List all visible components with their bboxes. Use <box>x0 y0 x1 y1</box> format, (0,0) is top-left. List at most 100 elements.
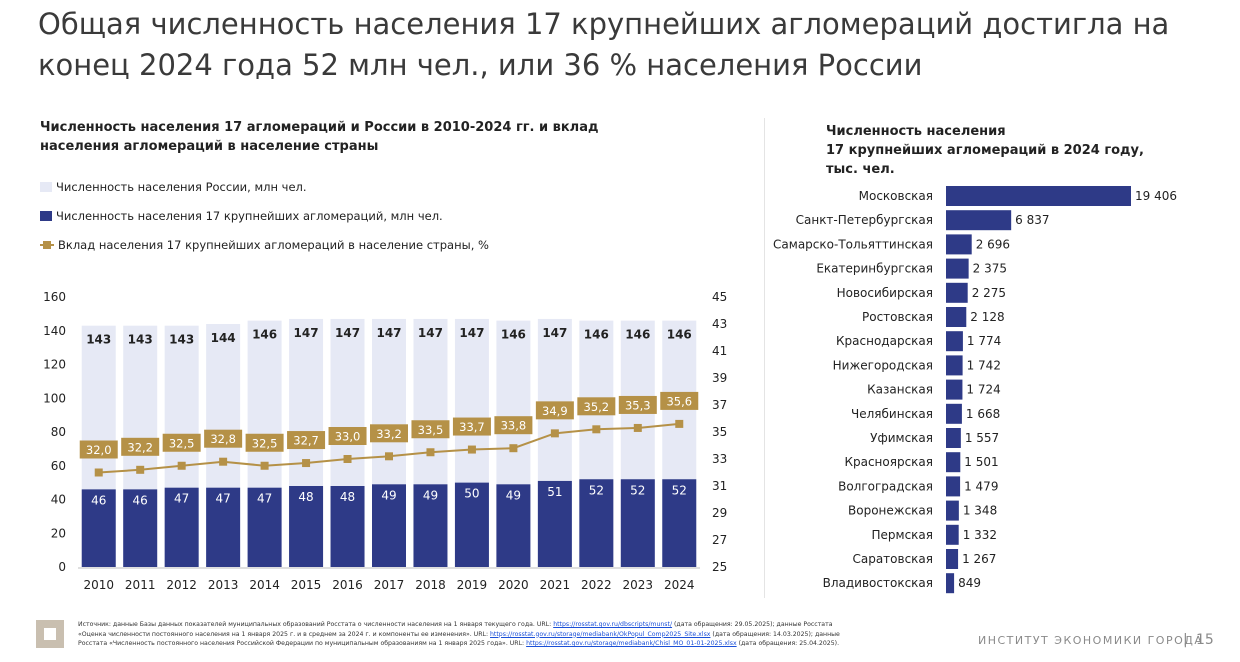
bar-agglomerations-label-2024: 52 <box>672 483 687 497</box>
x-tick-label: 2019 <box>457 578 488 592</box>
hbar-Новосибирская <box>946 282 968 303</box>
hbar-Уфимская <box>946 428 961 448</box>
share-point-2015 <box>302 459 311 468</box>
bar-russia-label-2019: 147 <box>459 326 484 340</box>
bar-russia-label-2016: 147 <box>335 326 360 340</box>
hbar-Нижегородская <box>946 355 963 376</box>
hbar-Владивостокская <box>946 573 955 594</box>
share-label-box-2023 <box>618 395 657 414</box>
y2-tick-label: 29 <box>712 506 727 520</box>
bar-agglomerations-2019 <box>454 482 489 567</box>
share-label-box-2014 <box>245 433 284 452</box>
share-point-2010 <box>94 468 103 477</box>
share-label-box-2019 <box>452 417 491 436</box>
share-label-box-2018 <box>411 420 450 439</box>
bar-agglomerations-label-2020: 49 <box>506 488 521 502</box>
share-point-2012 <box>177 461 186 470</box>
hbar-Красноярская <box>946 452 961 473</box>
bar-agglomerations-2020 <box>496 484 531 567</box>
hbar-value-label: 2 696 <box>976 237 1010 251</box>
bar-russia-label-2024: 146 <box>667 328 692 342</box>
footer-line-1: Источник: данные Базы данных показателей… <box>78 621 833 628</box>
hbar-category-label: Казанская <box>867 383 933 397</box>
share-label-box-2021 <box>535 401 574 420</box>
x-tick-label: 2021 <box>540 578 571 592</box>
x-tick-label: 2022 <box>581 578 612 592</box>
hbar-value-label: 19 406 <box>1135 189 1177 203</box>
footer-source: Источник: данные Базы данных показателей… <box>78 620 938 649</box>
hbar-category-label: Санкт-Петербургская <box>796 213 933 227</box>
share-point-2016 <box>343 455 352 463</box>
y2-tick-label: 39 <box>712 371 727 385</box>
legend-share-label: Вклад населения 17 крупнейших агломераци… <box>58 238 489 252</box>
x-tick-label: 2011 <box>125 578 156 592</box>
bar-russia-label-2018: 147 <box>418 326 443 340</box>
share-point-2019 <box>467 445 476 454</box>
right-chart-title: Численность населения 17 крупнейших агло… <box>826 122 1186 179</box>
page-separator: | <box>1183 632 1188 648</box>
hbar-value-label: 1 668 <box>966 407 1000 421</box>
x-tick-label: 2020 <box>498 578 529 592</box>
hbar-value-label: 1 501 <box>964 455 998 469</box>
hbar-category-label: Челябинская <box>851 407 933 421</box>
hbar-Казанская <box>946 379 963 400</box>
bar-agglomerations-label-2023: 52 <box>630 483 645 497</box>
share-point-2014 <box>260 461 269 470</box>
y-tick-label: 20 <box>51 526 66 540</box>
bar-agglomerations-2015 <box>289 486 324 567</box>
footer-logo <box>36 620 64 648</box>
hbar-category-label: Пермская <box>872 528 934 542</box>
share-label-box-2020 <box>494 416 533 435</box>
bar-agglomerations-label-2012: 47 <box>174 492 189 506</box>
y2-tick-label: 35 <box>712 425 727 439</box>
share-label-2018: 33,5 <box>418 423 444 437</box>
x-tick-label: 2012 <box>166 578 197 592</box>
share-label-2010: 32,0 <box>86 443 112 457</box>
hbar-value-label: 1 332 <box>963 528 997 542</box>
bar-agglomerations-label-2014: 47 <box>257 492 272 506</box>
share-label-2011: 32,2 <box>127 440 153 454</box>
hbar-Московская <box>946 186 1131 206</box>
hbar-value-label: 1 267 <box>962 552 996 566</box>
y-tick-label: 100 <box>43 391 66 405</box>
left-chart-title: Численность населения 17 агломераций и Р… <box>40 120 599 154</box>
bar-agglomerations-label-2017: 49 <box>381 488 396 502</box>
share-label-2019: 33,7 <box>459 420 485 434</box>
y-tick-label: 120 <box>43 358 66 372</box>
legend-share-swatch <box>40 240 54 250</box>
hbar-value-label: 1 479 <box>964 479 998 493</box>
right-chart-title-line-2: 17 крупнейших агломераций в 2024 году, <box>826 143 1144 158</box>
bar-russia-label-2010: 143 <box>86 333 111 347</box>
footer-link-2[interactable]: https://rosstat.gov.ru/storage/mediabank… <box>490 630 711 638</box>
hbar-Санкт-Петербургская <box>946 210 1012 231</box>
bar-agglomerations-label-2011: 46 <box>133 493 148 507</box>
y2-tick-label: 25 <box>712 560 727 574</box>
footer-link-3[interactable]: https://rosstat.gov.ru/storage/mediabank… <box>526 640 737 647</box>
footer-link-1[interactable]: https://rosstat.gov.ru/dbscripts/munst/ <box>553 621 673 628</box>
bar-agglomerations-2016 <box>330 486 365 567</box>
share-point-2024 <box>675 419 684 428</box>
bar-russia-label-2015: 147 <box>294 326 319 340</box>
hbar-value-label: 1 774 <box>967 334 1001 348</box>
right-chart-title-line-1: Численность населения <box>826 124 1006 139</box>
hbar-Самарско-Тольяттинская <box>946 234 972 255</box>
legend-agglomerations-label: Численность населения 17 крупнейших агло… <box>56 209 443 223</box>
share-point-2020 <box>509 444 518 453</box>
footer-line-2: «Оценка численности постоянного населени… <box>78 630 840 638</box>
share-label-2020: 33,8 <box>501 419 527 433</box>
y2-tick-label: 41 <box>712 344 727 358</box>
bar-agglomerations-label-2021: 51 <box>547 485 562 499</box>
x-tick-label: 2015 <box>291 578 322 592</box>
bar-agglomerations-label-2015: 48 <box>298 490 313 504</box>
hbar-category-label: Новосибирская <box>837 286 933 300</box>
hbar-value-label: 1 557 <box>965 431 999 445</box>
bar-agglomerations-label-2010: 46 <box>91 493 106 507</box>
bar-russia-label-2021: 147 <box>542 326 567 340</box>
bar-russia-label-2014: 146 <box>252 328 277 342</box>
legend-russia-swatch <box>40 182 52 192</box>
bar-russia-label-2020: 146 <box>501 328 526 342</box>
hbar-Екатеринбургская <box>946 258 969 279</box>
bar-agglomerations-label-2016: 48 <box>340 490 355 504</box>
legend-russia-label: Численность населения России, млн чел. <box>56 180 307 194</box>
